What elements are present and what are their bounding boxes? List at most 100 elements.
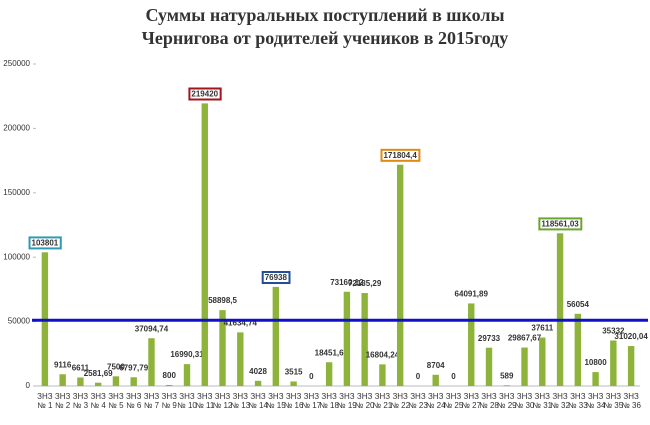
- x-tick-label: ЗНЗ № 28: [479, 392, 499, 410]
- x-tick-label: ЗНЗ № 29: [496, 392, 517, 410]
- x-tick-label: ЗНЗ № 4: [90, 392, 106, 410]
- data-label-box: [538, 217, 583, 231]
- x-tick-label: ЗНЗ № 33: [567, 392, 588, 410]
- data-label-box: [188, 87, 222, 101]
- bar: [219, 310, 226, 386]
- bar: [183, 364, 191, 386]
- bar: [539, 337, 546, 386]
- bar: [325, 362, 333, 386]
- bar: [290, 381, 297, 386]
- data-label: 37094,74: [135, 324, 169, 333]
- data-label: 16804,24: [366, 350, 400, 359]
- x-tick-label: ЗНЗ № 19: [337, 392, 357, 410]
- bar: [201, 103, 208, 387]
- x-tick-label: ЗНЗ № 16: [283, 392, 304, 410]
- x-tick-label: ЗНЗ № 31: [532, 392, 553, 410]
- x-tick-label: ЗНЗ № 7: [143, 392, 160, 410]
- data-label: 29867,67: [508, 334, 542, 343]
- data-label: 0: [451, 372, 456, 381]
- data-label: 9116: [54, 360, 72, 369]
- bar: [468, 303, 475, 386]
- x-tick-label: ЗНЗ № 21: [372, 392, 393, 410]
- chart-title: Суммы натуральных поступлений в школы Че…: [141, 5, 509, 48]
- y-tick-label: 0: [26, 381, 31, 390]
- bar: [130, 377, 137, 386]
- x-tick-label: ЗНЗ № 24: [425, 392, 446, 410]
- data-label: 800: [163, 371, 177, 380]
- x-tick-label: ЗНЗ № 10: [177, 392, 197, 410]
- data-label: 16990,31: [170, 350, 204, 359]
- x-tick-label: ЗНЗ № 20: [354, 392, 375, 410]
- bar: [503, 385, 510, 386]
- data-label: 6611: [72, 364, 90, 373]
- x-tick-label: ЗНЗ № 14: [248, 392, 268, 410]
- data-label: 31020,04: [614, 332, 648, 341]
- data-label: 56054: [567, 300, 590, 309]
- data-label: 589: [500, 371, 514, 380]
- data-label: 73160,12: [330, 278, 364, 287]
- data-label: 10800: [584, 358, 607, 367]
- x-tick-label: ЗНЗ № 34: [585, 392, 606, 410]
- y-tick-label: 50000: [8, 317, 31, 326]
- data-label: 171804,4: [383, 151, 417, 160]
- bar: [592, 372, 599, 386]
- data-label: 29733: [478, 334, 501, 343]
- x-tick-label: ЗНЗ № 13: [230, 392, 251, 410]
- data-label: 64091,89: [455, 290, 489, 299]
- bar: [59, 374, 66, 386]
- data-label: 4028: [249, 367, 267, 376]
- bar: [610, 340, 617, 386]
- data-label: 72185,29: [348, 279, 382, 288]
- bar: [112, 376, 120, 386]
- data-label: 6797,79: [119, 363, 148, 372]
- data-label: 118561,03: [541, 219, 579, 228]
- bar: [343, 291, 351, 386]
- x-tick-label: ЗНЗ № 12: [212, 392, 233, 410]
- x-tick-label: ЗНЗ № 36: [621, 392, 641, 410]
- data-label: 7500: [107, 362, 125, 371]
- data-label: 3515: [285, 368, 303, 377]
- data-label-box: [28, 236, 62, 250]
- x-tick-label: ЗНЗ № 18: [319, 392, 339, 410]
- x-tick-label: ЗНЗ № 6: [125, 392, 142, 410]
- bar: [521, 347, 528, 386]
- bar: [166, 384, 173, 386]
- data-label: 0: [309, 372, 314, 381]
- x-tick-label: ЗНЗ № 32: [550, 392, 570, 410]
- x-tick-label: ЗНЗ № 15: [265, 392, 286, 410]
- bar: [379, 364, 386, 386]
- x-tick-label: ЗНЗ № 9: [161, 392, 177, 410]
- bar: [485, 347, 493, 386]
- data-label: 35332: [602, 327, 625, 336]
- bar: [627, 346, 635, 386]
- data-label: 103801: [32, 238, 59, 247]
- data-label: 8704: [427, 361, 445, 370]
- bar: [361, 293, 368, 386]
- bar: [574, 313, 582, 386]
- x-tick-label: ЗНЗ № 25: [443, 392, 464, 410]
- bar: [396, 164, 404, 386]
- bar: [432, 374, 439, 386]
- y-tick-label: 150000: [3, 188, 30, 197]
- x-tick-label: ЗНЗ № 22: [390, 392, 411, 410]
- bar: [77, 377, 84, 386]
- x-tick-label: ЗНЗ № 2: [54, 392, 71, 410]
- bar: [254, 380, 262, 386]
- bar: [272, 286, 280, 386]
- x-tick-label: ЗНЗ № 27: [461, 392, 482, 410]
- y-tick-label: 200000: [3, 124, 30, 133]
- x-tick-label: ЗНЗ № 17: [301, 392, 322, 410]
- y-tick-label: 250000: [3, 59, 30, 68]
- data-label: 76938: [265, 273, 288, 282]
- data-label: 37611: [531, 324, 553, 333]
- data-label: 2581,69: [84, 369, 113, 378]
- data-label: 18451,6: [315, 348, 344, 357]
- bar: [148, 338, 155, 386]
- data-label-box: [261, 271, 291, 285]
- data-label: 41634,74: [224, 318, 258, 327]
- x-tick-label: ЗНЗ № 11: [195, 392, 215, 410]
- x-tick-label: ЗНЗ № 1: [37, 392, 53, 410]
- data-label: 0: [416, 372, 421, 381]
